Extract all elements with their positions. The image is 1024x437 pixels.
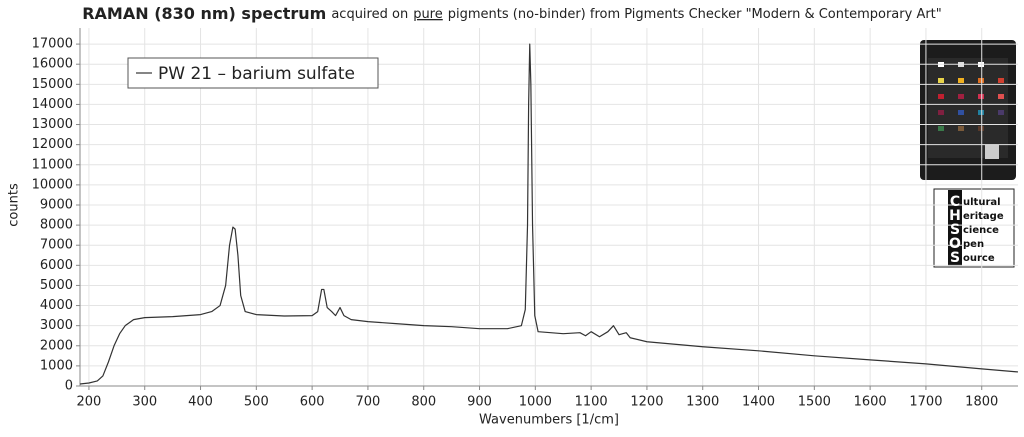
- y-tick-label: 9000: [40, 197, 73, 212]
- y-tick-label: 6000: [40, 258, 73, 273]
- y-tick-label: 16000: [32, 57, 73, 72]
- chsos-logo: [933, 188, 1015, 268]
- y-tick-label: 8000: [40, 218, 73, 233]
- logo-word: pen: [963, 239, 984, 250]
- y-tick-label: 0: [65, 379, 73, 394]
- x-tick-label: 900: [467, 395, 492, 410]
- y-tick-label: 15000: [32, 77, 73, 92]
- spectrum-line: [79, 43, 1019, 385]
- x-tick-label: 1100: [575, 395, 608, 410]
- x-tick-label: 1700: [909, 395, 942, 410]
- x-tick-label: 1200: [630, 395, 663, 410]
- y-axis-label: counts: [7, 183, 22, 227]
- legend-box: [127, 57, 379, 89]
- y-tick-label: 13000: [32, 117, 73, 132]
- title: RAMAN (830 nm) spectrum acquired on pure pi…: [82, 4, 942, 23]
- logo-letter: O: [949, 236, 961, 252]
- x-tick-label: 200: [77, 395, 102, 410]
- legend-label: PW 21 – barium sulfate: [158, 64, 355, 84]
- logo-letter: H: [949, 208, 961, 224]
- y-tick-label: 1000: [40, 358, 73, 373]
- y-tick-label: 14000: [32, 97, 73, 112]
- y-tick-label: 3000: [40, 318, 73, 333]
- logo-word: ource: [963, 253, 995, 264]
- x-tick-label: 1800: [965, 395, 998, 410]
- x-tick-label: 1300: [686, 395, 719, 410]
- y-tick-label: 4000: [40, 298, 73, 313]
- x-tick-label: 1600: [854, 395, 887, 410]
- x-tick-label: 800: [411, 395, 436, 410]
- pigment-card: [920, 40, 1016, 180]
- y-tick-label: 10000: [32, 177, 73, 192]
- x-tick-label: 700: [356, 395, 381, 410]
- x-tick-label: 500: [244, 395, 269, 410]
- logo-word: ultural: [963, 197, 1001, 208]
- x-tick-label: 400: [188, 395, 213, 410]
- x-tick-label: 600: [300, 395, 325, 410]
- y-tick-label: 2000: [40, 338, 73, 353]
- x-tick-label: 1000: [519, 395, 552, 410]
- logo-letter: C: [950, 194, 960, 210]
- y-tick-label: 5000: [40, 278, 73, 293]
- logo-letter: S: [950, 222, 960, 238]
- logo-word: cience: [963, 225, 999, 236]
- logo-word: eritage: [963, 211, 1004, 222]
- subtitle: pure: [413, 7, 443, 22]
- y-tick-label: 17000: [32, 37, 73, 52]
- x-axis-label: Wavenumbers [1/cm]: [479, 413, 619, 428]
- x-tick-label: 300: [132, 395, 157, 410]
- logo-letter: S: [950, 250, 960, 266]
- x-tick-label: 1400: [742, 395, 775, 410]
- subtitle: pigments (no-binder) from Pigments Check…: [448, 7, 942, 22]
- y-tick-label: 11000: [32, 157, 73, 172]
- x-tick-label: 1500: [798, 395, 831, 410]
- title-main: RAMAN (830 nm) spectrum: [82, 4, 326, 23]
- subtitle: acquired on: [331, 7, 408, 22]
- y-tick-label: 12000: [32, 137, 73, 152]
- y-tick-label: 7000: [40, 238, 73, 253]
